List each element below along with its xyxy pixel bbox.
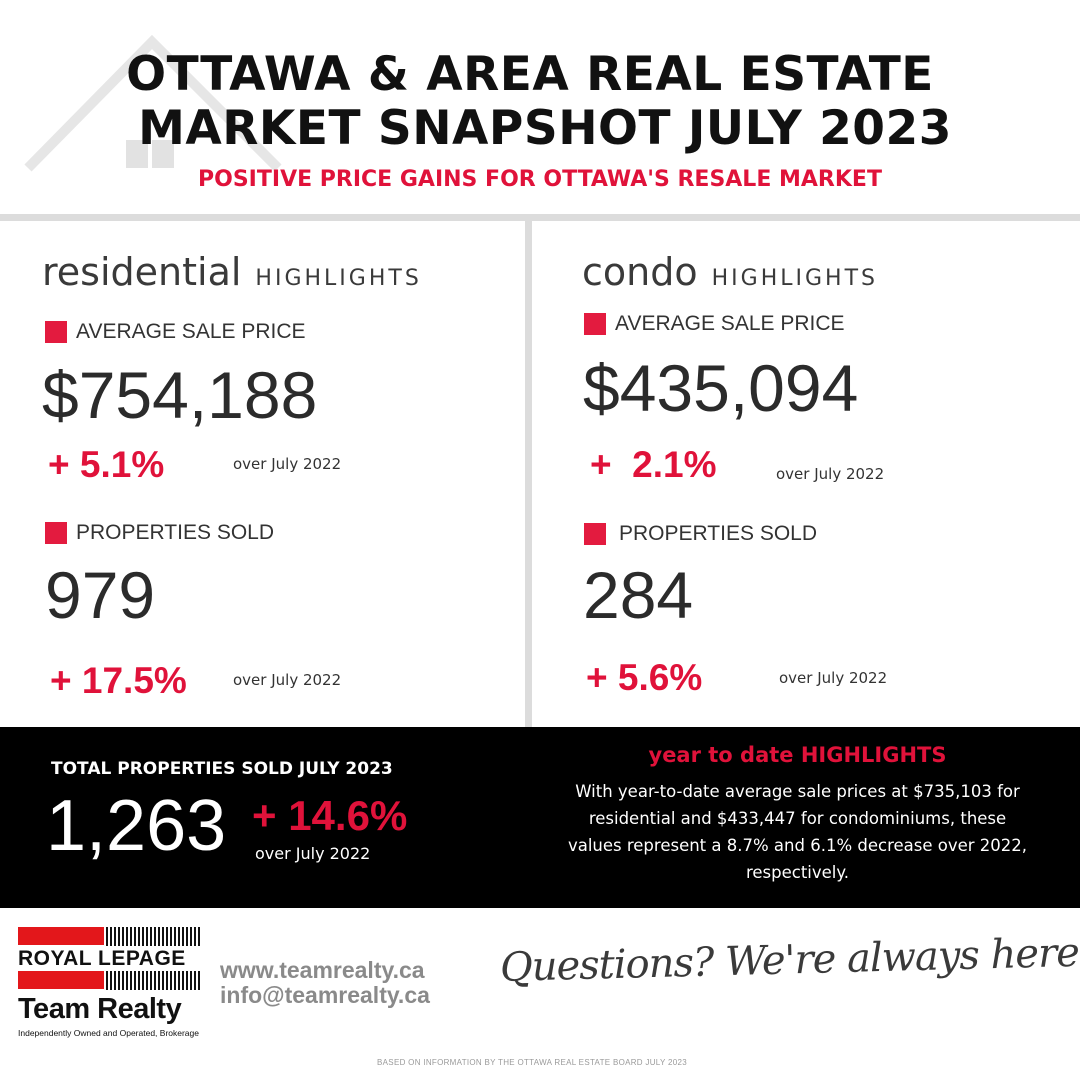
ytd-body: With year-to-date average sale prices at…: [567, 782, 1028, 882]
contact-info: www.teamrealty.ca info@teamrealty.ca: [220, 958, 430, 1008]
section-word: residential: [42, 250, 242, 294]
condo-sold-over: over July 2022: [779, 669, 888, 687]
condo-avg-over: over July 2022: [776, 465, 885, 483]
condo-sold-change: + 5.6%: [586, 657, 703, 698]
total-value: 1,263: [46, 786, 227, 866]
section-word: condo: [582, 250, 698, 294]
red-square-icon: [45, 321, 67, 343]
residential-sold-label: PROPERTIES SOLD: [45, 521, 274, 545]
total-change: + 14.6%: [252, 792, 408, 839]
logo-tagline: Independently Owned and Operated, Broker…: [18, 1028, 199, 1038]
logo-barcode: [106, 927, 202, 946]
logo-red-bar: [18, 927, 104, 945]
section-highlights: HIGHLIGHTS: [255, 266, 422, 291]
top-divider: [0, 214, 1080, 221]
totals-band: [0, 727, 1080, 908]
residential-avg-value: $754,188: [42, 358, 318, 432]
red-square-icon: [584, 523, 606, 545]
logo-barcode: [106, 971, 202, 990]
condo-sold-label: PROPERTIES SOLD: [584, 522, 817, 546]
red-square-icon: [584, 313, 606, 335]
residential-avg-change: + 5.1%: [48, 444, 165, 485]
house-outline-icon: [24, 34, 282, 172]
website-link[interactable]: www.teamrealty.ca: [220, 957, 425, 983]
condo-avg-change: + 2.1%: [590, 444, 717, 485]
email-link[interactable]: info@teamrealty.ca: [220, 982, 430, 1008]
logo-team: Team Realty: [18, 993, 182, 1025]
logo-red-bar: [18, 971, 104, 989]
condo-sold-value: 284: [583, 558, 694, 632]
total-over: over July 2022: [255, 844, 371, 863]
condo-avg-value: $435,094: [583, 351, 859, 425]
ytd-title: year to date HIGHLIGHTS: [648, 743, 947, 767]
page-subtitle: POSITIVE PRICE GAINS FOR OTTAWA'S RESALE…: [198, 167, 882, 192]
cta-tagline: Questions? We're always here to help: [499, 926, 1080, 991]
residential-sold-over: over July 2022: [233, 671, 342, 689]
condo-avg-label: AVERAGE SALE PRICE: [584, 312, 845, 336]
section-highlights: HIGHLIGHTS: [711, 266, 878, 291]
residential-sold-value: 979: [45, 558, 156, 632]
column-divider: [525, 221, 532, 727]
residential-sold-change: + 17.5%: [50, 660, 187, 701]
brand-logo: ROYAL LEPAGE Team Realty Independently O…: [18, 927, 202, 1041]
condo-heading: condo HIGHLIGHTS: [582, 250, 878, 294]
total-label: TOTAL PROPERTIES SOLD JULY 2023: [51, 759, 393, 779]
page-title: OTTAWA & AREA REAL ESTATE MARKET SNAPSHO…: [126, 47, 952, 156]
source-footnote: BASED ON INFORMATION BY THE OTTAWA REAL …: [377, 1058, 687, 1067]
red-square-icon: [45, 522, 67, 544]
residential-avg-label: AVERAGE SALE PRICE: [45, 320, 306, 344]
residential-avg-over: over July 2022: [233, 455, 342, 473]
residential-heading: residential HIGHLIGHTS: [42, 250, 422, 294]
logo-name: ROYAL LEPAGE: [18, 947, 186, 970]
